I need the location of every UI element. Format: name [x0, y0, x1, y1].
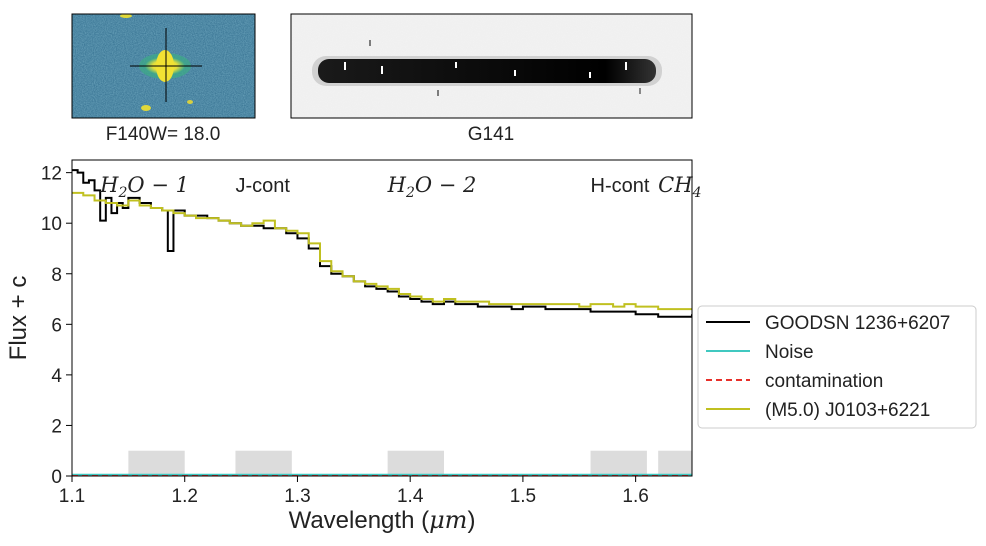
legend: GOODSN 1236+6207 Noise contamination (M5.0)… — [697, 305, 977, 429]
y-tick-label: 2 — [51, 416, 62, 437]
feature-labels: H2O − 1 J-cont H2O − 2 H-cont CH4 — [99, 173, 701, 201]
direct-image-thumbnail — [71, 13, 256, 119]
legend-label: contamination — [765, 371, 883, 392]
y-tick-label: 10 — [41, 214, 62, 235]
y-tick-label: 0 — [51, 467, 62, 488]
x-axis-label: Wavelength (μm) — [289, 506, 476, 534]
plot-frame — [71, 159, 693, 477]
x-tick-label: 1.3 — [284, 486, 310, 507]
feature-label: H-cont — [591, 175, 650, 197]
x-tick-label: 1.5 — [510, 486, 536, 507]
y-axis-label: Flux + c — [5, 276, 32, 361]
x-tick-label: 1.2 — [172, 486, 198, 507]
telluric-band — [387, 450, 444, 476]
series-layer — [72, 169, 692, 476]
telluric-band — [658, 450, 692, 476]
x-axis-ticks: 1.1 1.2 1.3 1.4 1.5 1.6 — [59, 476, 649, 507]
spectrum-2d-label: G141 — [468, 124, 514, 145]
legend-label: (M5.0) J0103+6221 — [765, 400, 930, 421]
spectrum-trace — [318, 59, 656, 83]
telluric-band — [590, 450, 647, 476]
spectrum-2d-panel — [290, 13, 693, 119]
y-tick-label: 8 — [51, 265, 62, 286]
telluric-band — [235, 450, 292, 476]
thumbnail-label: F140W= 18.0 — [106, 124, 221, 145]
x-tick-label: 1.1 — [59, 486, 85, 507]
feature-label: CH4 — [658, 173, 701, 201]
feature-label: H2O − 2 — [387, 173, 477, 201]
y-tick-label: 12 — [41, 164, 62, 185]
legend-label: GOODSN 1236+6207 — [765, 313, 950, 334]
feature-label: J-cont — [235, 175, 290, 197]
legend-label: Noise — [765, 342, 814, 363]
x-tick-label: 1.6 — [622, 486, 648, 507]
telluric-band — [128, 450, 185, 476]
y-tick-label: 6 — [51, 315, 62, 336]
legend-frame — [697, 305, 977, 429]
feature-label: H2O − 1 — [99, 173, 189, 201]
y-tick-label: 4 — [51, 366, 62, 387]
series-line-4 — [72, 191, 692, 311]
telluric-bands — [128, 450, 692, 476]
x-tick-label: 1.4 — [397, 486, 424, 507]
y-axis-ticks: 0 2 4 6 8 10 12 — [41, 164, 72, 488]
